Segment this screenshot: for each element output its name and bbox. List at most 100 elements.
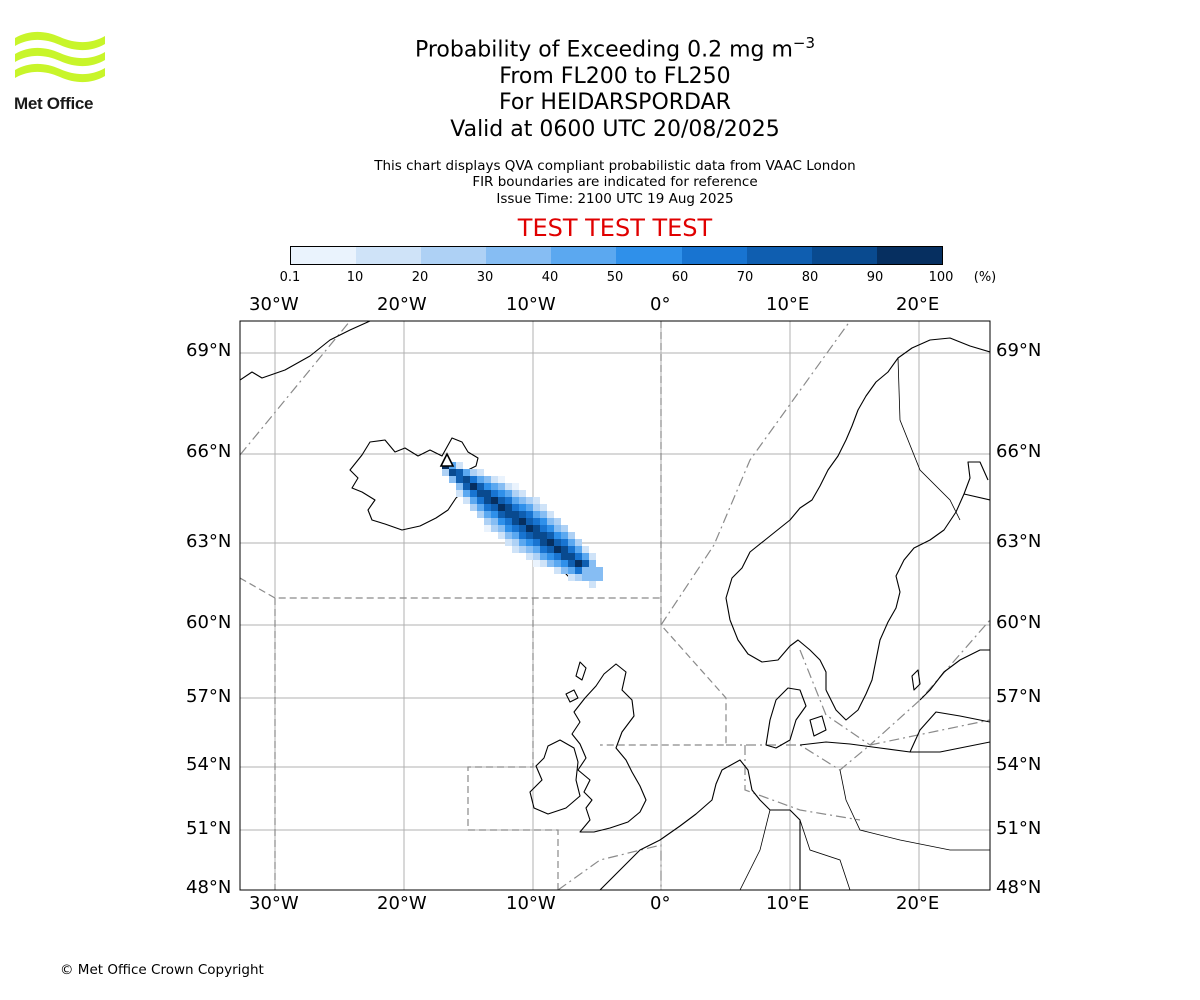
chart-title: Probability of Exceeding 0.2 mg m−3 [414, 34, 816, 63]
coastlines [240, 321, 990, 890]
plume-cell [498, 504, 505, 511]
plume-cell [540, 553, 547, 560]
plume-cell [547, 525, 554, 532]
test-banner: TEST TEST TEST [517, 214, 713, 242]
plume-cell [568, 574, 575, 581]
plume-cell [498, 532, 505, 539]
volcano-triangle-icon [439, 452, 455, 467]
plume-cell [526, 504, 533, 511]
plume-cell [561, 560, 568, 567]
colorbar-tick: 30 [476, 270, 494, 285]
plume-cell [491, 483, 498, 490]
plume-cell [456, 483, 463, 490]
colorbar-segment [876, 247, 942, 264]
plume-cell [519, 525, 526, 532]
plume-cell [533, 518, 540, 525]
plume-cell [484, 476, 491, 483]
colorbar-tick: 90 [866, 270, 884, 285]
plume-cell [575, 574, 582, 581]
lat-label-left: 48°N [186, 877, 232, 898]
plume-cell [533, 511, 540, 518]
plume-cell [519, 497, 526, 504]
plume-cell [449, 469, 456, 476]
plume-cell [470, 483, 477, 490]
plume-cell [526, 511, 533, 518]
colorbar-segment [291, 247, 357, 264]
lat-label-left: 66°N [186, 441, 232, 462]
plume-cell [477, 469, 484, 476]
plume-cell [484, 483, 491, 490]
plume-cell [554, 532, 561, 539]
plume-cell [519, 511, 526, 518]
plume-cell [526, 497, 533, 504]
plume-cell [589, 574, 596, 581]
note-fir: FIR boundaries are indicated for referen… [472, 174, 758, 190]
plume-cell [477, 497, 484, 504]
lat-label-left: 60°N [186, 612, 232, 633]
plume-cell [491, 490, 498, 497]
plume-cell [456, 476, 463, 483]
plume-cell [575, 567, 582, 574]
plume-cell [596, 574, 603, 581]
plume-cell [512, 546, 519, 553]
lat-label-left: 54°N [186, 754, 232, 775]
plume-cell [575, 539, 582, 546]
flight-level-range: From FL200 to FL250 [499, 64, 731, 89]
plume-cell [463, 497, 470, 504]
plume-cell [484, 497, 491, 504]
plume-cell [561, 567, 568, 574]
plume-cell [519, 518, 526, 525]
colorbar-tick: 50 [606, 270, 624, 285]
plume-cell [505, 525, 512, 532]
plume-cell [540, 511, 547, 518]
plume-cell [547, 511, 554, 518]
plume-cell [456, 490, 463, 497]
plume-cell [540, 560, 547, 567]
plume-cell [533, 553, 540, 560]
copyright-notice: © Met Office Crown Copyright [60, 962, 264, 978]
note-issue-time: Issue Time: 2100 UTC 19 Aug 2025 [496, 191, 734, 207]
plume-cell [505, 518, 512, 525]
plume-cell [575, 546, 582, 553]
plume-cell [533, 532, 540, 539]
plume-cell [575, 553, 582, 560]
plume-cell [526, 539, 533, 546]
lon-label-top: 10°W [506, 294, 556, 315]
title-exponent: −3 [792, 34, 816, 52]
colorbar-tick: 80 [801, 270, 819, 285]
plume-cell [498, 490, 505, 497]
plume-cell [505, 532, 512, 539]
plume-cell [512, 539, 519, 546]
plume-cell [484, 511, 491, 518]
colorbar-segment [746, 247, 812, 264]
colorbar-segment [551, 247, 617, 264]
lat-label-left: 63°N [186, 531, 232, 552]
plume-cell [470, 490, 477, 497]
plume-cell [491, 497, 498, 504]
plume-cell [491, 504, 498, 511]
plume-cell [449, 476, 456, 483]
plume-cell [540, 525, 547, 532]
lat-label-right: 66°N [996, 441, 1042, 462]
plume-cell [491, 525, 498, 532]
logo-waves-icon [15, 31, 105, 83]
lat-label-left: 69°N [186, 340, 232, 361]
plume-cell [589, 567, 596, 574]
plume-cell [484, 490, 491, 497]
lat-label-right: 69°N [996, 340, 1042, 361]
plume-cell [491, 476, 498, 483]
colorbar-segment [811, 247, 877, 264]
plume-cell [484, 525, 491, 532]
plume-cell [582, 553, 589, 560]
volcano-name: For HEIDARSPORDAR [499, 90, 731, 115]
lon-label-top: 10°E [766, 294, 810, 315]
plume-cell [477, 490, 484, 497]
plume-cell [582, 546, 589, 553]
lon-label-bottom: 30°W [249, 893, 299, 914]
plume-cell [505, 483, 512, 490]
colorbar-unit: (%) [973, 270, 997, 285]
plume-cell [519, 504, 526, 511]
plume-cell [484, 504, 491, 511]
plume-cell [477, 504, 484, 511]
map-frame [239, 320, 991, 891]
